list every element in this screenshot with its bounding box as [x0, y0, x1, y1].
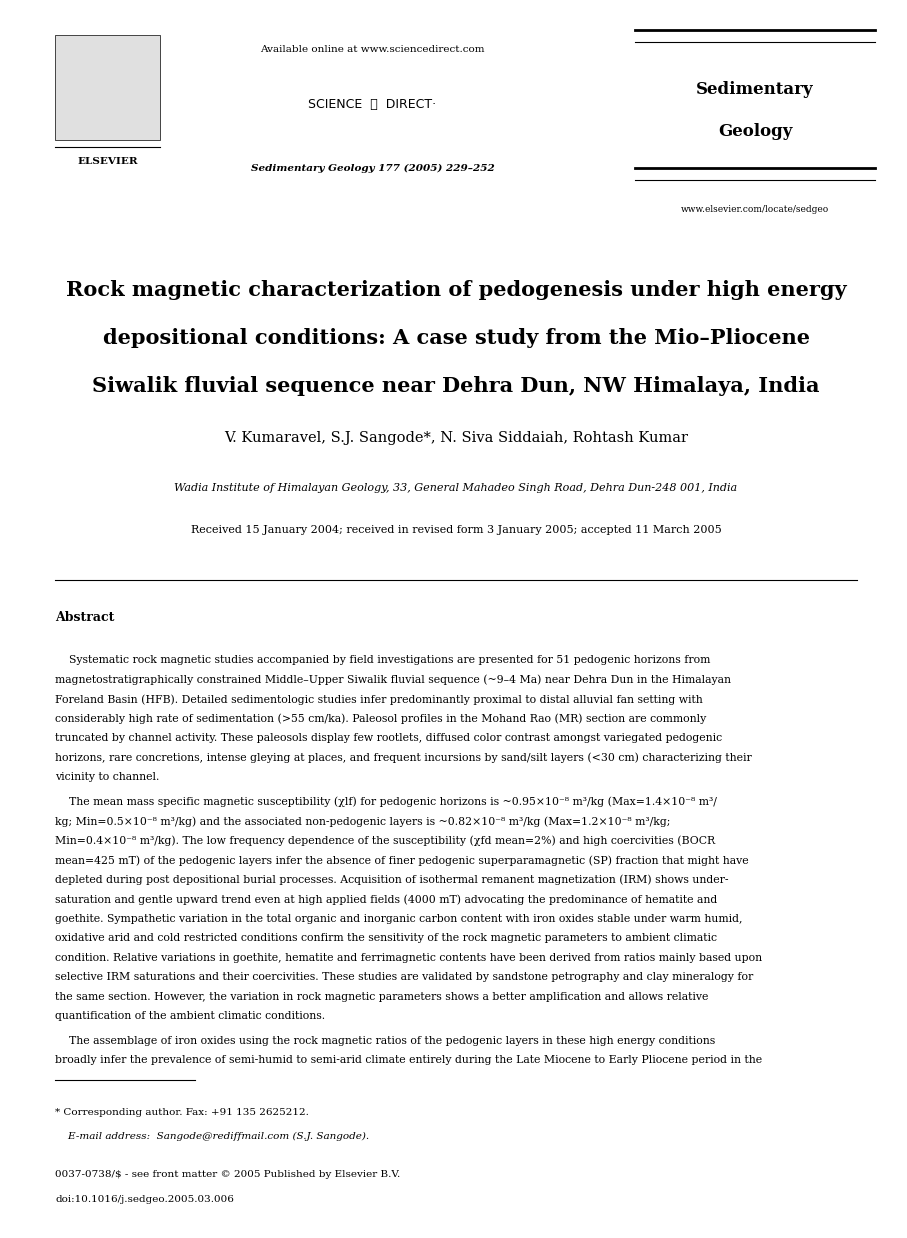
Text: Geology: Geology: [717, 124, 792, 140]
Text: the same section. However, the variation in rock magnetic parameters shows a bet: the same section. However, the variation…: [55, 992, 708, 1002]
Text: Available online at www.sciencedirect.com: Available online at www.sciencedirect.co…: [260, 46, 484, 54]
Text: Sedimentary: Sedimentary: [697, 82, 814, 99]
Text: mean=425 mT) of the pedogenic layers infer the absence of finer pedogenic superp: mean=425 mT) of the pedogenic layers inf…: [55, 855, 748, 865]
Text: quantification of the ambient climatic conditions.: quantification of the ambient climatic c…: [55, 1011, 325, 1021]
Text: Received 15 January 2004; received in revised form 3 January 2005; accepted 11 M: Received 15 January 2004; received in re…: [190, 525, 721, 535]
Text: considerably high rate of sedimentation (>55 cm/ka). Paleosol profiles in the Mo: considerably high rate of sedimentation …: [55, 713, 707, 724]
Text: doi:10.1016/j.sedgeo.2005.03.006: doi:10.1016/j.sedgeo.2005.03.006: [55, 1195, 234, 1205]
Text: ELSEVIER: ELSEVIER: [77, 157, 138, 166]
Text: E-mail address:  Sangode@rediffmail.com (S.J. Sangode).: E-mail address: Sangode@rediffmail.com (…: [55, 1132, 369, 1141]
Text: vicinity to channel.: vicinity to channel.: [55, 773, 160, 782]
Text: depositional conditions: A case study from the Mio–Pliocene: depositional conditions: A case study fr…: [102, 328, 810, 348]
Text: goethite. Sympathetic variation in the total organic and inorganic carbon conten: goethite. Sympathetic variation in the t…: [55, 914, 743, 924]
Text: Wadia Institute of Himalayan Geology, 33, General Mahadeo Singh Road, Dehra Dun-: Wadia Institute of Himalayan Geology, 33…: [174, 483, 737, 493]
Text: The mean mass specific magnetic susceptibility (χlf) for pedogenic horizons is ~: The mean mass specific magnetic suscepti…: [55, 796, 717, 807]
Bar: [55, 35, 160, 140]
Text: depleted during post depositional burial processes. Acquisition of isothermal re: depleted during post depositional burial…: [55, 874, 728, 885]
Text: V. Kumaravel, S.J. Sangode*, N. Siva Siddaiah, Rohtash Kumar: V. Kumaravel, S.J. Sangode*, N. Siva Sid…: [224, 431, 688, 444]
Text: Rock magnetic characterization of pedogenesis under high energy: Rock magnetic characterization of pedoge…: [65, 280, 846, 300]
Text: SCIENCE  ⓓ  DIRECT·: SCIENCE ⓓ DIRECT·: [308, 99, 436, 111]
Text: kg; Min=0.5×10⁻⁸ m³/kg) and the associated non-pedogenic layers is ~0.82×10⁻⁸ m³: kg; Min=0.5×10⁻⁸ m³/kg) and the associat…: [55, 816, 670, 827]
Text: Siwalik fluvial sequence near Dehra Dun, NW Himalaya, India: Siwalik fluvial sequence near Dehra Dun,…: [93, 376, 820, 396]
Text: magnetostratigraphically constrained Middle–Upper Siwalik fluvial sequence (~9–4: magnetostratigraphically constrained Mid…: [55, 675, 731, 685]
Text: * Corresponding author. Fax: +91 135 2625212.: * Corresponding author. Fax: +91 135 262…: [55, 1108, 309, 1117]
Text: Abstract: Abstract: [55, 612, 114, 624]
Text: broadly infer the prevalence of semi-humid to semi-arid climate entirely during : broadly infer the prevalence of semi-hum…: [55, 1055, 762, 1065]
Text: www.elsevier.com/locate/sedgeo: www.elsevier.com/locate/sedgeo: [681, 206, 829, 214]
Text: condition. Relative variations in goethite, hematite and ferrimagnetic contents : condition. Relative variations in goethi…: [55, 952, 762, 962]
Text: selective IRM saturations and their coercivities. These studies are validated by: selective IRM saturations and their coer…: [55, 972, 753, 982]
Text: oxidative arid and cold restricted conditions confirm the sensitivity of the roc: oxidative arid and cold restricted condi…: [55, 933, 717, 943]
Text: The assemblage of iron oxides using the rock magnetic ratios of the pedogenic la: The assemblage of iron oxides using the …: [55, 1035, 716, 1046]
Text: horizons, rare concretions, intense gleying at places, and frequent incursions b: horizons, rare concretions, intense gley…: [55, 753, 752, 763]
Text: saturation and gentle upward trend even at high applied fields (4000 mT) advocat: saturation and gentle upward trend even …: [55, 894, 717, 905]
Text: Systematic rock magnetic studies accompanied by field investigations are present: Systematic rock magnetic studies accompa…: [55, 655, 710, 665]
Text: Sedimentary Geology 177 (2005) 229–252: Sedimentary Geology 177 (2005) 229–252: [250, 163, 494, 172]
Text: Min=0.4×10⁻⁸ m³/kg). The low frequency dependence of the susceptibility (χfd mea: Min=0.4×10⁻⁸ m³/kg). The low frequency d…: [55, 836, 715, 846]
Text: Foreland Basin (HFB). Detailed sedimentologic studies infer predominantly proxim: Foreland Basin (HFB). Detailed sedimento…: [55, 695, 703, 704]
Text: truncated by channel activity. These paleosols display few rootlets, diffused co: truncated by channel activity. These pal…: [55, 733, 722, 743]
Text: 0037-0738/$ - see front matter © 2005 Published by Elsevier B.V.: 0037-0738/$ - see front matter © 2005 Pu…: [55, 1170, 400, 1179]
